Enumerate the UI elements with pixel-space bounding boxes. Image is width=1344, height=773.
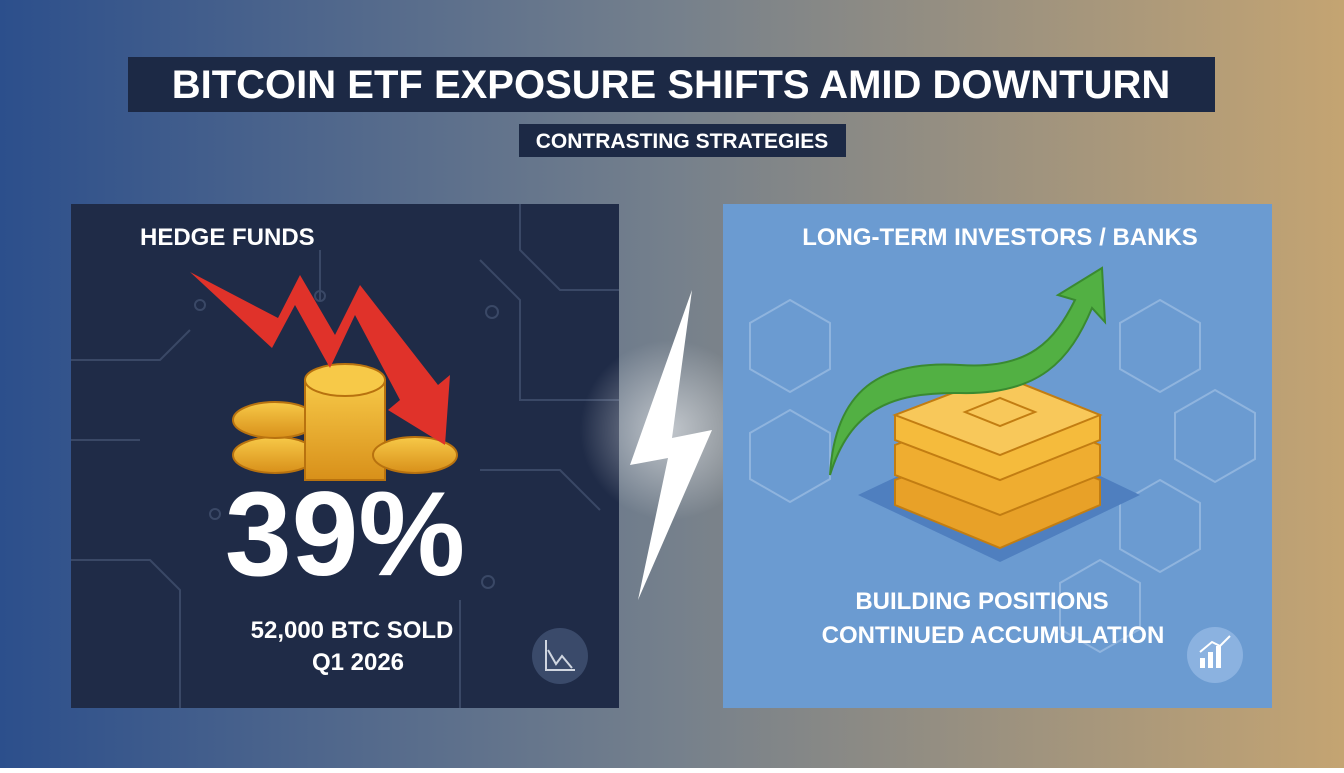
up-arrow [829, 266, 1107, 476]
down-chart-icon [532, 628, 588, 684]
right-line1: BUILDING POSITIONS [855, 588, 1108, 615]
left-period: Q1 2026 [312, 649, 404, 676]
subtitle: CONTRASTING STRATEGIES [536, 130, 828, 153]
left-heading: HEDGE FUNDS [140, 224, 315, 251]
right-heading: LONG-TERM INVESTORS / BANKS [802, 224, 1198, 251]
up-chart-glyph [1199, 635, 1231, 668]
lightning-bolt [630, 290, 712, 600]
right-line2: CONTINUED ACCUMULATION [822, 622, 1165, 649]
down-chart-glyph [545, 640, 575, 671]
left-stat: 39% [225, 467, 465, 601]
title-box [128, 57, 1215, 112]
circuit-lines [71, 204, 619, 708]
gold-blocks [892, 373, 1103, 550]
left-detail: 52,000 BTC SOLD [251, 617, 454, 644]
hexagon-pattern [749, 298, 1256, 654]
up-chart-icon [1187, 627, 1243, 683]
title: BITCOIN ETF EXPOSURE SHIFTS AMID DOWNTUR… [172, 63, 1171, 107]
down-arrow [190, 272, 450, 445]
coin-stack [232, 363, 458, 481]
subtitle-box [519, 124, 846, 157]
